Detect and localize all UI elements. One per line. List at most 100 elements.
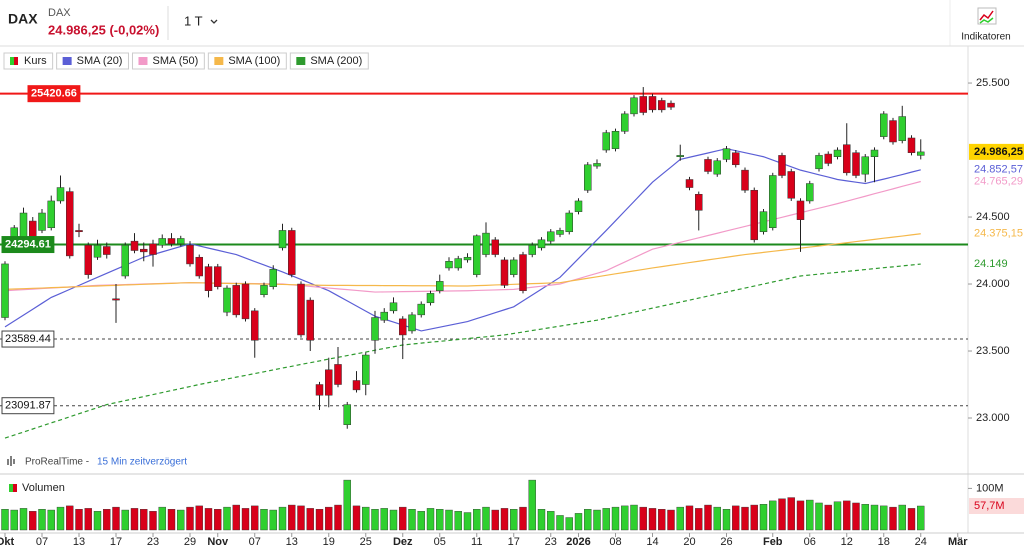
volume-bar (537, 509, 546, 531)
candle-body (759, 211, 768, 233)
candle-body (815, 155, 823, 170)
candle-body (454, 258, 462, 269)
candle-body (806, 183, 814, 202)
candle-body (362, 354, 370, 385)
volume-bar (1, 509, 9, 531)
x-tick-label: 05 (434, 536, 446, 548)
volume-bar (325, 506, 333, 531)
candle-body (787, 171, 795, 199)
sma-line (4, 233, 921, 290)
candle-body (796, 200, 805, 220)
last-value-tag: 24.852,57 (974, 164, 1023, 176)
source: ProRealTime - (25, 457, 89, 468)
volume-bar (158, 506, 166, 531)
last-value-box (969, 143, 1024, 160)
candle-body (352, 380, 361, 391)
volume-bar (38, 509, 46, 531)
volume-bar (778, 498, 786, 531)
x-tick-label: 20 (683, 536, 695, 548)
volume-bar (769, 500, 777, 531)
volume-bar (722, 509, 731, 531)
legend-box (56, 52, 129, 70)
x-tick-label: 19 (323, 536, 335, 548)
candle-body (713, 160, 721, 175)
indicators-button[interactable]: Indikatoren (961, 7, 1011, 43)
candle-body (565, 212, 573, 233)
volume-bar (870, 504, 879, 531)
candle-body (463, 256, 472, 261)
volume-bar (639, 506, 647, 531)
x-tick-label: 14 (646, 536, 658, 548)
last-value-tag: 24.986,25 (969, 143, 1024, 160)
volume-bar (833, 501, 842, 531)
candle-body (898, 116, 906, 141)
candle-body (251, 310, 259, 341)
x-tick-label: 23 (545, 536, 557, 548)
candle-body (241, 283, 250, 320)
sma-line (4, 263, 921, 439)
candle-body (824, 153, 832, 164)
timeframe-dropdown[interactable]: 1 T (184, 13, 218, 28)
candle-body (685, 179, 694, 188)
candle-body (861, 156, 869, 175)
x-tick-label: Feb (763, 536, 783, 548)
x-tick-label: 29 (184, 536, 196, 548)
legend-swatch (10, 57, 14, 65)
volume-bar (334, 504, 342, 531)
candle-body (214, 266, 222, 287)
candle-body (769, 175, 777, 228)
volume-bar (66, 505, 74, 531)
candle-body (695, 194, 703, 211)
x-tick-label: Okt (0, 536, 15, 548)
volume-bar (47, 509, 55, 531)
candle-body (778, 155, 786, 176)
volume-bar (177, 509, 185, 531)
volume-bar (898, 504, 906, 531)
candle-body (1, 263, 9, 318)
volume-bar (815, 502, 823, 531)
level-value: 25420.66 (31, 88, 77, 100)
indicators-label[interactable]: Indikatoren (961, 32, 1010, 43)
volume-bar (806, 499, 814, 531)
volume-bar (861, 504, 869, 531)
y-tick-label: 23.500 (976, 345, 1010, 357)
volume-bar (149, 511, 157, 531)
legend-label: SMA (200) (310, 55, 362, 67)
volume-bar (93, 511, 102, 531)
timeframe[interactable]: 1 T (184, 13, 203, 28)
last-value-tag: 24.375,15 (974, 228, 1023, 240)
x-tick-label: 17 (110, 536, 122, 548)
volume-bar (741, 506, 749, 531)
legend-swatch (138, 57, 148, 65)
y-tick-label: 100M (976, 482, 1004, 494)
volume-bar (648, 508, 657, 531)
candle-body (186, 244, 194, 265)
volume-bar (29, 511, 37, 531)
volume-bar (473, 509, 481, 531)
volume-bar (167, 509, 176, 531)
x-tick-label: 11 (471, 536, 482, 548)
x-tick-label: 25 (360, 536, 372, 548)
candle-body (667, 102, 675, 108)
indicators-icon-line (979, 17, 994, 24)
source-note: ProRealTime - 15 Min zeitverzögert (7, 456, 187, 468)
volume-bar (611, 506, 620, 531)
volume-bar (352, 505, 361, 531)
x-tick-label: 18 (878, 536, 890, 548)
volume-bar (186, 506, 194, 531)
volume-bar (519, 506, 527, 531)
legend-swatch (214, 57, 224, 65)
volume-bar (593, 509, 601, 531)
volume-bar (121, 509, 129, 531)
volume-bar (306, 508, 314, 531)
candle-body (500, 259, 509, 286)
level-label: 23589.44 (1, 330, 55, 348)
volume-bar (454, 511, 462, 531)
candle-body (547, 231, 555, 242)
volume-bar (565, 517, 573, 531)
candle-body (93, 244, 102, 258)
volume-bar (528, 479, 536, 531)
legend-item: SMA (20) (56, 52, 129, 70)
volume-bar (584, 509, 592, 531)
level-value: 23589.44 (5, 333, 51, 345)
